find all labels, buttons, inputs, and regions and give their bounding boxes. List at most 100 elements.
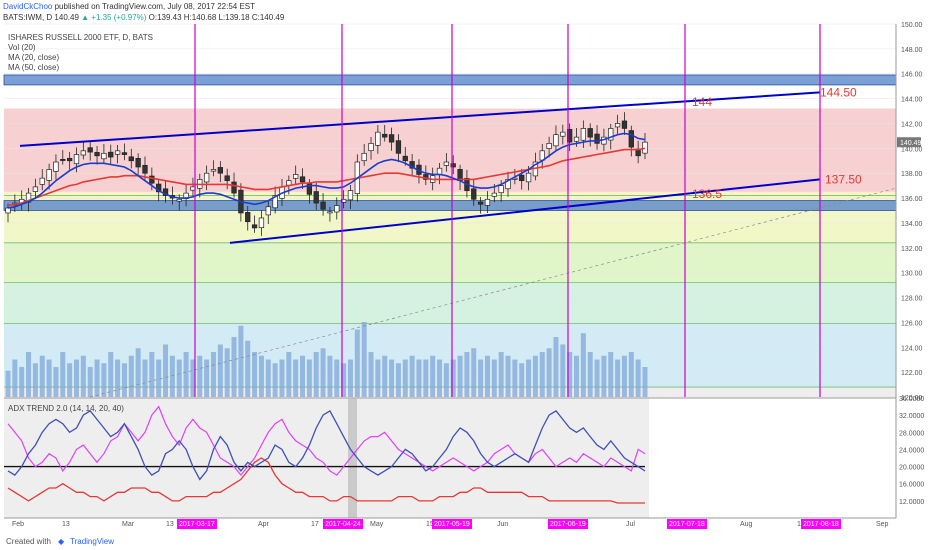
volume-bar bbox=[19, 367, 25, 397]
fib-band-2 bbox=[4, 242, 896, 283]
author-link[interactable]: DavidCkChoo bbox=[3, 2, 53, 11]
date-highlight-tag bbox=[548, 519, 588, 529]
volume-bar bbox=[532, 355, 538, 397]
zone-2 bbox=[3, 200, 897, 211]
candle-body bbox=[402, 155, 408, 162]
date-highlight-label: 2017-03-17 bbox=[179, 521, 215, 528]
candle-body bbox=[560, 131, 566, 137]
volume-bar bbox=[204, 359, 210, 397]
candle-body bbox=[443, 161, 450, 166]
volume-bar bbox=[279, 359, 285, 397]
candle-body bbox=[450, 163, 456, 168]
volume-bar bbox=[252, 352, 258, 397]
volume-bar bbox=[217, 344, 223, 397]
candle-body bbox=[245, 212, 251, 223]
candle-body bbox=[135, 158, 141, 168]
volume-bar bbox=[334, 359, 340, 397]
candle-body bbox=[567, 128, 573, 143]
candle-body bbox=[224, 175, 230, 182]
volume-bar bbox=[313, 352, 319, 397]
volume-layer bbox=[5, 322, 648, 397]
ma50-line bbox=[7, 147, 646, 207]
candle-body bbox=[614, 123, 621, 128]
tradingview-logo-icon[interactable]: ◆ bbox=[58, 537, 65, 546]
price-tick-label: 126.00 bbox=[901, 320, 923, 327]
date-highlight-tag bbox=[801, 519, 841, 529]
price-annotation: 136.5 bbox=[692, 187, 722, 201]
volume-bar bbox=[231, 337, 237, 397]
candle-body bbox=[395, 140, 402, 154]
volume-bar bbox=[210, 352, 216, 397]
last-price: 140.49 bbox=[54, 13, 79, 22]
price-tick-label: 134.00 bbox=[901, 221, 923, 228]
lines-layer bbox=[7, 24, 897, 398]
volume-bar bbox=[402, 359, 408, 397]
time-tick-label: May bbox=[370, 521, 384, 528]
candle-body bbox=[142, 164, 148, 174]
candle-body bbox=[46, 169, 52, 181]
adx-tick-label: 20.0000 bbox=[899, 465, 924, 472]
candle-body bbox=[340, 198, 347, 203]
candle-body bbox=[553, 134, 559, 147]
candle-body bbox=[121, 152, 128, 155]
zones-layer bbox=[3, 74, 897, 518]
volume-bar bbox=[53, 367, 59, 397]
fib-band-0 bbox=[4, 191, 896, 196]
candle-body bbox=[53, 161, 59, 172]
candle-body bbox=[32, 186, 39, 192]
volume-bar bbox=[491, 359, 497, 397]
volume-bar bbox=[320, 348, 326, 397]
candle-body bbox=[375, 131, 381, 146]
candle-body bbox=[108, 151, 114, 158]
price-tick-label: 128.00 bbox=[901, 296, 923, 303]
volume-bar bbox=[498, 352, 504, 397]
price-tick-label: 144.00 bbox=[901, 97, 923, 104]
price-tick-label: 142.00 bbox=[901, 121, 923, 128]
volume-bar bbox=[327, 355, 333, 397]
volume-bar bbox=[354, 329, 360, 397]
date-highlight-label: 2017-08-18 bbox=[803, 521, 839, 528]
zone-0 bbox=[3, 74, 897, 86]
volume-bar bbox=[471, 348, 477, 397]
volume-bar bbox=[409, 355, 415, 397]
candle-body bbox=[39, 177, 45, 185]
date-highlight-label: 2017-05-19 bbox=[434, 521, 470, 528]
candle-body bbox=[525, 172, 532, 183]
volume-bar bbox=[197, 355, 203, 397]
footer-created: Created with bbox=[6, 537, 51, 546]
candle-body bbox=[313, 191, 319, 204]
candle-body bbox=[217, 167, 223, 174]
volume-bar bbox=[286, 352, 292, 397]
volume-bar bbox=[26, 352, 32, 397]
symbol-text: BATS:IWM, D bbox=[3, 13, 53, 22]
volume-bar bbox=[245, 340, 251, 397]
candle-body bbox=[60, 158, 66, 161]
time-tick-label: Sep bbox=[876, 521, 889, 528]
volume-bar bbox=[443, 363, 449, 397]
last-price-tag-label: 140.49 bbox=[900, 140, 922, 147]
volume-bar bbox=[108, 352, 114, 397]
volume-bar bbox=[300, 355, 306, 397]
legend-ma20[interactable]: MA (20, close) bbox=[8, 53, 60, 62]
date-highlight-label: 2017-04-24 bbox=[325, 521, 361, 528]
time-tick-label: 13 bbox=[166, 521, 174, 528]
footer-brand[interactable]: TradingView bbox=[70, 537, 115, 546]
volume-bar bbox=[183, 352, 189, 397]
dashed-trendline bbox=[89, 187, 897, 398]
legend-adx[interactable]: ADX TREND 2.0 (14, 14, 20, 40) bbox=[8, 404, 124, 413]
adx-tick-label: 24.0000 bbox=[899, 447, 924, 454]
volume-bar bbox=[594, 359, 600, 397]
legend-ma50[interactable]: MA (50, close) bbox=[8, 63, 60, 72]
price-tick-label: 138.00 bbox=[901, 171, 923, 178]
published-text: published on TradingView.com, July 08, 2… bbox=[54, 2, 256, 11]
volume-bar bbox=[395, 363, 401, 397]
legend-vol[interactable]: Vol (20) bbox=[8, 43, 36, 52]
candle-body bbox=[347, 190, 354, 201]
candle-body bbox=[101, 152, 107, 160]
price-tick-label: 146.00 bbox=[901, 72, 923, 79]
time-tick-label: 14 bbox=[797, 521, 805, 528]
candle-body bbox=[573, 136, 580, 142]
candle-body bbox=[498, 185, 504, 194]
volume-bar bbox=[224, 348, 230, 397]
volume-bar bbox=[156, 359, 162, 397]
